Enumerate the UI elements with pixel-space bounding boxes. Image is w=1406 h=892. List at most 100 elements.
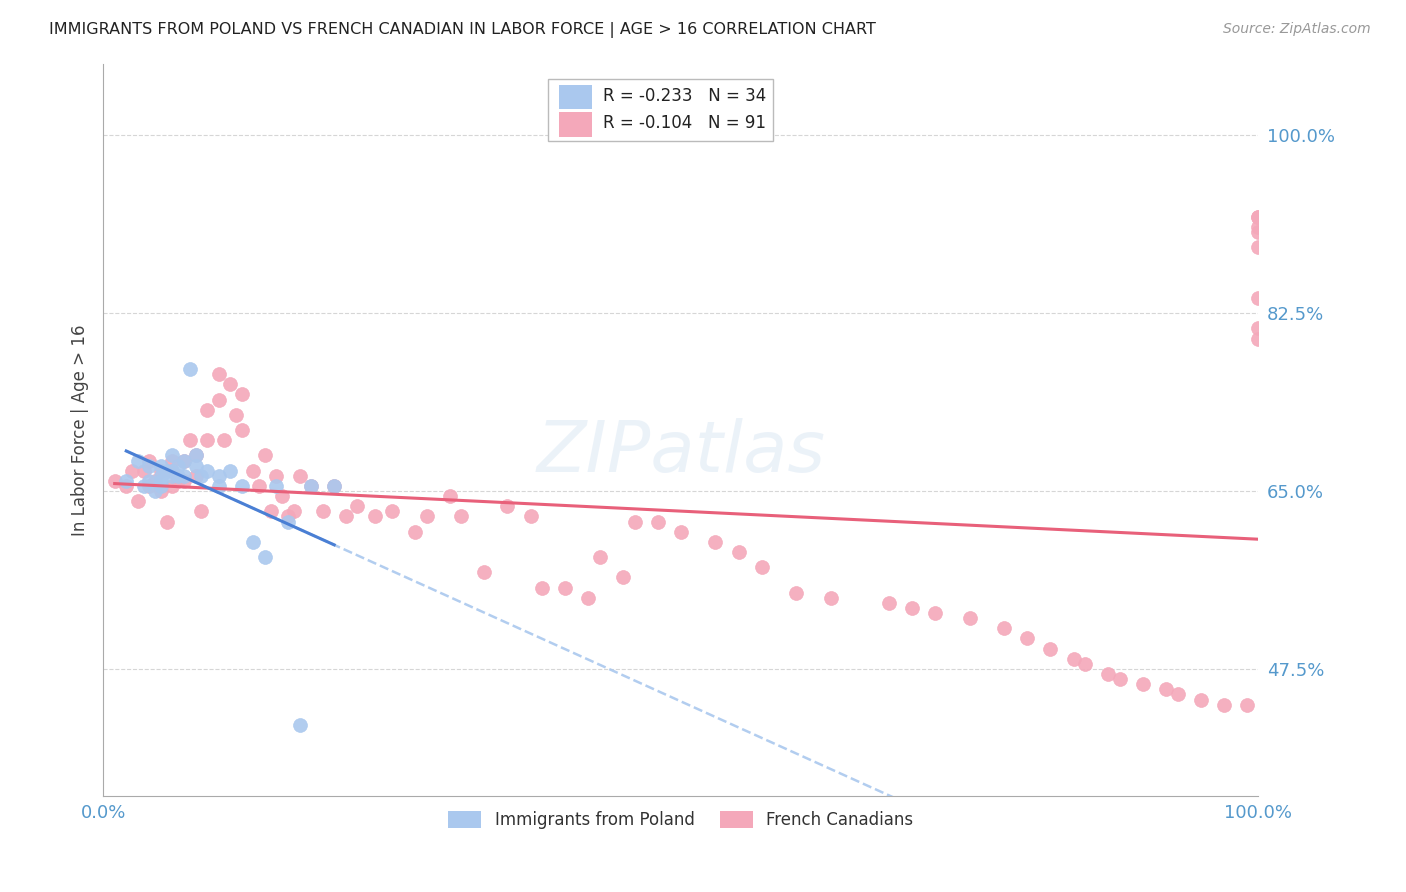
Point — [266, 468, 288, 483]
Point — [335, 509, 357, 524]
Point — [259, 504, 281, 518]
Point — [247, 479, 270, 493]
Point — [132, 464, 155, 478]
Point — [195, 464, 218, 478]
Point — [208, 479, 231, 493]
Point — [1167, 687, 1189, 701]
Point — [184, 449, 207, 463]
Point — [323, 479, 346, 493]
Point — [219, 377, 242, 392]
Text: Source: ZipAtlas.com: Source: ZipAtlas.com — [1223, 22, 1371, 37]
Point — [1236, 698, 1258, 712]
Point — [277, 509, 299, 524]
Point — [288, 718, 311, 732]
Point — [179, 434, 201, 448]
Point — [149, 458, 172, 473]
Point — [901, 601, 924, 615]
Point — [271, 489, 294, 503]
Point — [167, 474, 190, 488]
Point — [138, 474, 160, 488]
Point — [149, 468, 172, 483]
Point — [115, 474, 138, 488]
Point — [346, 500, 368, 514]
Point — [1212, 698, 1234, 712]
Point — [208, 367, 231, 381]
Y-axis label: In Labor Force | Age > 16: In Labor Force | Age > 16 — [72, 325, 89, 536]
Point — [1247, 240, 1270, 254]
Point — [1132, 677, 1154, 691]
Point — [132, 479, 155, 493]
Point — [404, 524, 426, 539]
Point — [138, 479, 160, 493]
Point — [184, 468, 207, 483]
Point — [647, 515, 669, 529]
Point — [138, 453, 160, 467]
Point — [195, 434, 218, 448]
Point — [219, 464, 242, 478]
Point — [531, 581, 554, 595]
Point — [127, 494, 149, 508]
Point — [877, 596, 900, 610]
Point — [288, 468, 311, 483]
Point — [156, 464, 179, 478]
Point — [167, 458, 190, 473]
Point — [959, 611, 981, 625]
Point — [149, 484, 172, 499]
Point — [1247, 225, 1270, 239]
Point — [195, 402, 218, 417]
Text: IMMIGRANTS FROM POLAND VS FRENCH CANADIAN IN LABOR FORCE | AGE > 16 CORRELATION : IMMIGRANTS FROM POLAND VS FRENCH CANADIA… — [49, 22, 876, 38]
Point — [623, 515, 645, 529]
Point — [589, 550, 612, 565]
Point — [242, 464, 264, 478]
Point — [162, 453, 184, 467]
Point — [143, 474, 166, 488]
Point — [179, 362, 201, 376]
Point — [162, 468, 184, 483]
Point — [1247, 332, 1270, 346]
Point — [450, 509, 472, 524]
Point — [214, 434, 236, 448]
FancyBboxPatch shape — [560, 112, 592, 136]
Point — [381, 504, 404, 518]
Point — [138, 458, 160, 473]
Point — [1039, 641, 1062, 656]
Point — [363, 509, 385, 524]
Point — [149, 464, 172, 478]
Point — [162, 464, 184, 478]
Point — [208, 468, 231, 483]
Point — [299, 479, 322, 493]
Point — [242, 535, 264, 549]
Point — [266, 479, 288, 493]
Point — [554, 581, 576, 595]
Point — [1063, 652, 1085, 666]
Point — [231, 423, 253, 437]
Point — [277, 515, 299, 529]
Point — [115, 479, 138, 493]
Point — [1247, 219, 1270, 234]
Text: R = -0.233   N = 34: R = -0.233 N = 34 — [603, 87, 766, 104]
Point — [439, 489, 461, 503]
FancyBboxPatch shape — [560, 85, 592, 109]
Point — [225, 408, 247, 422]
Point — [474, 566, 496, 580]
Point — [1247, 321, 1270, 335]
Point — [704, 535, 727, 549]
Point — [519, 509, 541, 524]
Point — [1189, 692, 1212, 706]
Point — [184, 449, 207, 463]
Point — [820, 591, 842, 605]
Point — [496, 500, 519, 514]
Point — [1154, 682, 1177, 697]
Point — [1097, 667, 1119, 681]
Point — [299, 479, 322, 493]
Point — [1247, 210, 1270, 224]
Point — [167, 468, 190, 483]
Point — [149, 479, 172, 493]
Point — [669, 524, 692, 539]
Point — [1247, 210, 1270, 224]
Point — [156, 515, 179, 529]
Point — [149, 474, 172, 488]
Point — [231, 387, 253, 401]
Point — [162, 449, 184, 463]
Point — [1074, 657, 1097, 671]
